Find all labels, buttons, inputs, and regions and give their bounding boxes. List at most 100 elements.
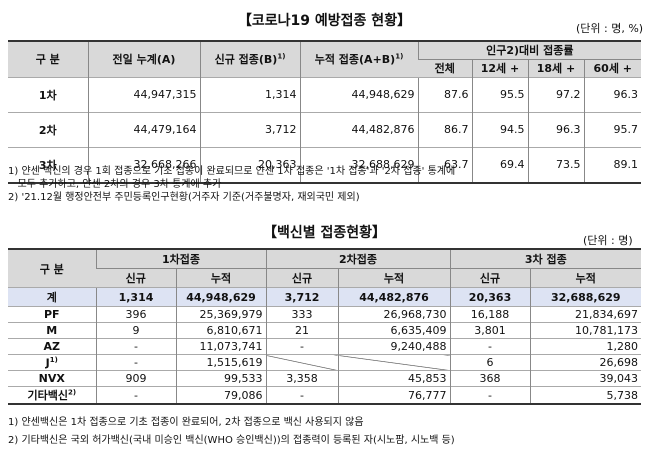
row-label: 3차 xyxy=(8,146,88,183)
dose2-cum-cell: 9,240,488 xyxy=(337,338,451,355)
dose1-cum-cell: 44,948,629 xyxy=(175,287,267,307)
dose3-new-cell: - xyxy=(449,386,531,404)
header-cumulative: 누적 xyxy=(175,268,267,288)
header-rate-12: 12세 + xyxy=(471,58,528,77)
header-cumulative: 누적 접종(A+B)1) xyxy=(299,41,418,77)
vaccine-type-title: 【백신별 접종현황】 xyxy=(262,225,387,241)
dose2-cum-cell xyxy=(337,354,451,371)
dose3-new-cell: 368 xyxy=(449,370,531,387)
rate-12-cell: 95.5 xyxy=(471,76,528,112)
header-rate-group: 인구2)대비 접종률 xyxy=(417,41,642,59)
dose3-cum-cell: 21,834,697 xyxy=(529,306,642,323)
dose3-new-cell: 3,801 xyxy=(449,322,531,339)
new-cell: 1,314 xyxy=(199,76,300,112)
header-cumulative: 누적 xyxy=(529,268,642,288)
footnote: 2) '21.12월 행정안전부 주민등록인구현황(거주자 기준(거주불명자, … xyxy=(8,192,360,203)
footnote: 모두 추가하고, 얀센 2차의 경우 3차 통계에 추가 xyxy=(8,179,222,190)
dose2-cum-cell: 76,777 xyxy=(337,386,451,404)
header-dose1: 1차접종 xyxy=(95,249,267,269)
dose3-cum-cell: 5,738 xyxy=(529,386,642,404)
vaccination-status-title: 【코로나19 예방접종 현황】 xyxy=(237,13,412,29)
vaccination-status-table: 구 분 전일 누계(A) 신규 접종(B)1) 누적 접종(A+B)1) 인구2… xyxy=(8,40,642,184)
dose2-new-cell: - xyxy=(265,386,339,404)
vaccine-type-table: 구 분 1차접종 2차접종 3차 접종 신규 누적 신규 누적 신규 누적 계 … xyxy=(8,248,642,405)
unit-label-1: (단위 : 명, %) xyxy=(576,22,644,35)
rate-18-cell: 97.2 xyxy=(527,76,584,112)
row-label: 1차 xyxy=(8,76,88,112)
rate-60-cell: 96.3 xyxy=(583,76,642,112)
dose3-new-cell: 16,188 xyxy=(449,306,531,323)
dose2-new-cell: - xyxy=(265,338,339,355)
row-label: J1) xyxy=(8,354,96,371)
dose1-cum-cell: 1,515,619 xyxy=(175,354,267,371)
dose2-cum-cell: 45,853 xyxy=(337,370,451,387)
dose1-new-cell: - xyxy=(95,386,176,404)
row-label: PF xyxy=(8,306,96,323)
prev-total-cell: 32,668,266 xyxy=(87,146,200,183)
table-row: 3차 32,668,266 20,363 32,688,629 63.7 69.… xyxy=(8,146,642,183)
dose3-cum-cell: 32,688,629 xyxy=(529,287,642,307)
rate-60-cell: 95.7 xyxy=(583,111,642,147)
dose1-cum-cell: 99,533 xyxy=(175,370,267,387)
rate-18-cell: 73.5 xyxy=(527,146,584,183)
dose2-cum-cell: 44,482,876 xyxy=(337,287,451,307)
table-row: J1) - 1,515,619 6 26,698 xyxy=(8,354,642,371)
header-rate-18: 18세 + xyxy=(527,58,584,77)
row-label: 계 xyxy=(8,287,96,307)
footnote: 1) 얀센백신은 1차 접종으로 기초 접종이 완료되어, 2차 접종으로 백신… xyxy=(8,417,364,428)
cumulative-cell: 32,688,629 xyxy=(299,146,418,183)
header-rate-all: 전체 xyxy=(418,58,472,77)
footnote: 1) 얀센 백신의 경우 1회 접종으로 기초 접종이 완료되므로 얀센 1차 … xyxy=(8,166,456,177)
dose3-cum-cell: 26,698 xyxy=(529,354,642,371)
table-row: 2차 44,479,164 3,712 44,482,876 86.7 94.5… xyxy=(8,111,642,147)
cumulative-cell: 44,482,876 xyxy=(299,111,418,147)
new-cell: 3,712 xyxy=(199,111,300,147)
cumulative-cell: 44,948,629 xyxy=(299,76,418,112)
rate-18-cell: 96.3 xyxy=(527,111,584,147)
header-prev-total: 전일 누계(A) xyxy=(87,41,200,77)
header-new: 신규 xyxy=(265,268,339,288)
dose1-new-cell: - xyxy=(95,338,176,355)
rate-60-cell: 89.1 xyxy=(583,146,642,183)
table-row: PF 396 25,369,979 333 26,968,730 16,188 … xyxy=(8,306,642,323)
footnote: 2) 기타백신은 국외 허가백신(국내 미승인 백신(WHO 승인백신))의 접… xyxy=(8,435,455,446)
dose1-cum-cell: 79,086 xyxy=(175,386,267,404)
header-cumulative: 누적 xyxy=(337,268,451,288)
table-row: NVX 909 99,533 3,358 45,853 368 39,043 xyxy=(8,370,642,387)
header-dose3: 3차 접종 xyxy=(449,249,642,269)
rate-12-cell: 94.5 xyxy=(471,111,528,147)
unit-label-2: (단위 : 명) xyxy=(583,234,633,247)
dose3-new-cell: 20,363 xyxy=(449,287,531,307)
rate-all-cell: 86.7 xyxy=(417,111,472,147)
dose1-new-cell: 9 xyxy=(95,322,176,339)
header-rate-60: 60세 + xyxy=(583,58,642,77)
dose1-new-cell: 1,314 xyxy=(95,287,176,307)
rate-12-cell: 69.4 xyxy=(471,146,528,183)
dose1-cum-cell: 6,810,671 xyxy=(175,322,267,339)
header-new: 신규 xyxy=(96,268,176,288)
dose3-new-cell: - xyxy=(449,338,531,355)
dose2-new-cell xyxy=(265,354,339,371)
dose1-new-cell: 396 xyxy=(95,306,176,323)
row-label: 기타백신2) xyxy=(8,386,96,404)
table-row: M 9 6,810,671 21 6,635,409 3,801 10,781,… xyxy=(8,322,642,339)
dose2-cum-cell: 26,968,730 xyxy=(337,306,451,323)
rate-all-cell: 87.6 xyxy=(417,76,472,112)
dose2-new-cell: 21 xyxy=(265,322,339,339)
dose3-cum-cell: 39,043 xyxy=(529,370,642,387)
dose1-cum-cell: 11,073,741 xyxy=(175,338,267,355)
new-cell: 20,363 xyxy=(199,146,300,183)
dose3-cum-cell: 10,781,173 xyxy=(529,322,642,339)
prev-total-cell: 44,479,164 xyxy=(87,111,200,147)
dose2-new-cell: 3,358 xyxy=(265,370,339,387)
dose2-new-cell: 3,712 xyxy=(265,287,339,307)
row-label: 2차 xyxy=(8,111,88,147)
dose2-cum-cell: 6,635,409 xyxy=(337,322,451,339)
header-dose2: 2차접종 xyxy=(265,249,451,269)
dose2-new-cell: 333 xyxy=(265,306,339,323)
footnotes-1: 1) 얀센 백신의 경우 1회 접종으로 기초 접종이 완료되므로 얀센 1차 … xyxy=(8,165,455,204)
table-row-total: 계 1,314 44,948,629 3,712 44,482,876 20,3… xyxy=(8,287,642,307)
table-row: 기타백신2) - 79,086 - 76,777 - 5,738 xyxy=(8,386,642,404)
header-category: 구 분 xyxy=(8,249,96,288)
table-row: 1차 44,947,315 1,314 44,948,629 87.6 95.5… xyxy=(8,76,642,112)
